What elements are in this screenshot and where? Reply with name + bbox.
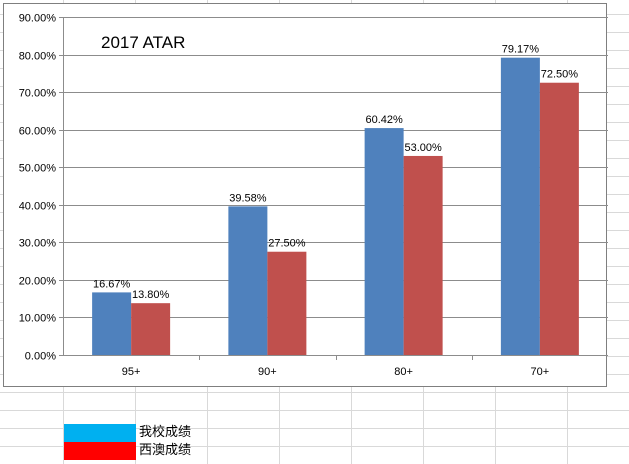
bar [364,128,404,355]
data-label: 13.80% [132,289,170,301]
bar [92,292,132,355]
y-tick-label: 60.00% [19,126,57,138]
legend-label-wa: 西澳成绩 [139,443,192,458]
x-tick-label: 80+ [394,366,413,378]
y-tick-label: 30.00% [19,238,57,250]
data-label: 27.50% [268,238,306,250]
data-label: 60.42% [365,114,403,126]
y-tick-label: 70.00% [19,88,57,100]
data-label: 39.58% [229,192,267,204]
chart-area[interactable]: 0.00% 10.00% 20.00% 30.00% 40.00% 50.00% 60.00… [3,3,608,387]
y-tick-label: 50.00% [19,163,57,175]
chart-title: 2017 ATAR [101,33,185,52]
bar [267,251,307,355]
bar [228,206,268,355]
y-tick-label: 80.00% [19,51,57,63]
bar-chart: 0.00% 10.00% 20.00% 30.00% 40.00% 50.00% 60.00… [19,13,608,378]
y-tick-label: 20.00% [19,276,57,288]
data-label: 53.00% [404,142,442,154]
bar [500,57,540,355]
y-tick-label: 10.00% [19,313,57,325]
data-label: 72.50% [541,69,579,81]
y-tick-label: 90.00% [19,13,57,25]
x-tick-label: 90+ [258,366,277,378]
y-tick-label: 0.00% [25,351,56,363]
bar [403,155,443,355]
bar [131,303,171,355]
y-tick-label: 40.00% [19,201,57,213]
legend-swatch-wa [64,442,136,460]
x-tick-label: 95+ [122,366,141,378]
x-tick-label: 70+ [531,366,550,378]
bar [539,82,579,355]
legend-label-school: 我校成绩 [139,425,192,440]
data-label: 16.67% [93,278,131,290]
legend-swatch-school [64,424,136,442]
data-label: 79.17% [502,44,540,56]
